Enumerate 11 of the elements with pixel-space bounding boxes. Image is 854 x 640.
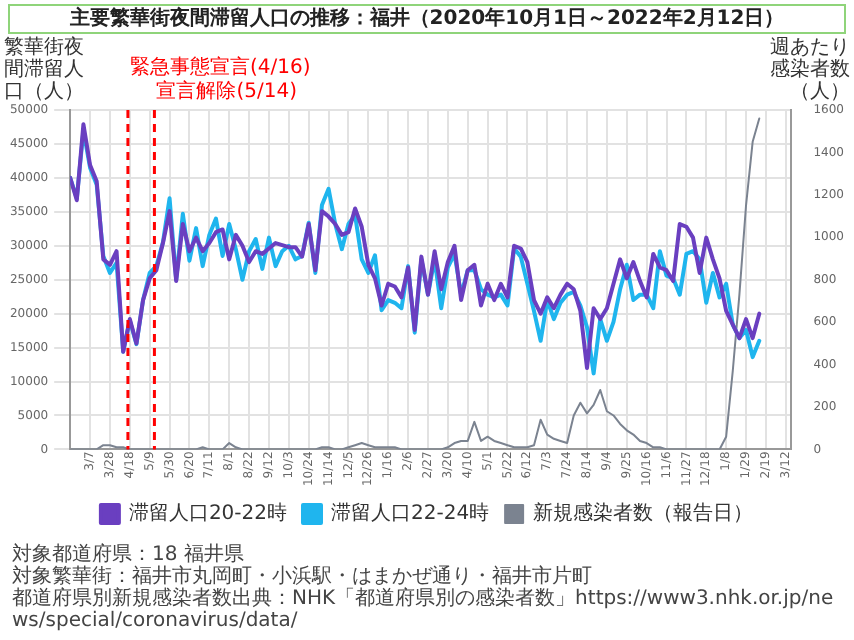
- chart-title: 主要繁華街夜間滞留人口の推移：福井（2020年10月1日～2022年2月12日）: [8, 4, 846, 34]
- text: 対象都道府県：18 福井県: [12, 544, 246, 566]
- ref-line-label: 緊急事態宣言(4/16): [129, 55, 311, 80]
- text: 都道府県別新規感染者数出典：NHK「都道府県別の感染者数」https://www3.nhk.or.jp/news/special/coronavirus/data/: [12, 588, 836, 632]
- text: 対象繁華街：福井市丸岡町・小浜駅・はまかぜ通り・福井市片町: [12, 566, 594, 588]
- ref-line-label: 宣言解除(5/14): [156, 79, 298, 104]
- y-axis-title: 繁華街夜間滞留人口（人）: [4, 35, 84, 104]
- y2-axis-title: 週あたり感染者数（人）: [770, 37, 850, 104]
- legend-label: 滞留人口20-22時: [128, 501, 288, 526]
- legend-label: 滞留人口22-24時: [331, 501, 490, 526]
- legend-label: 新規感染者数（報告日）: [533, 501, 754, 526]
